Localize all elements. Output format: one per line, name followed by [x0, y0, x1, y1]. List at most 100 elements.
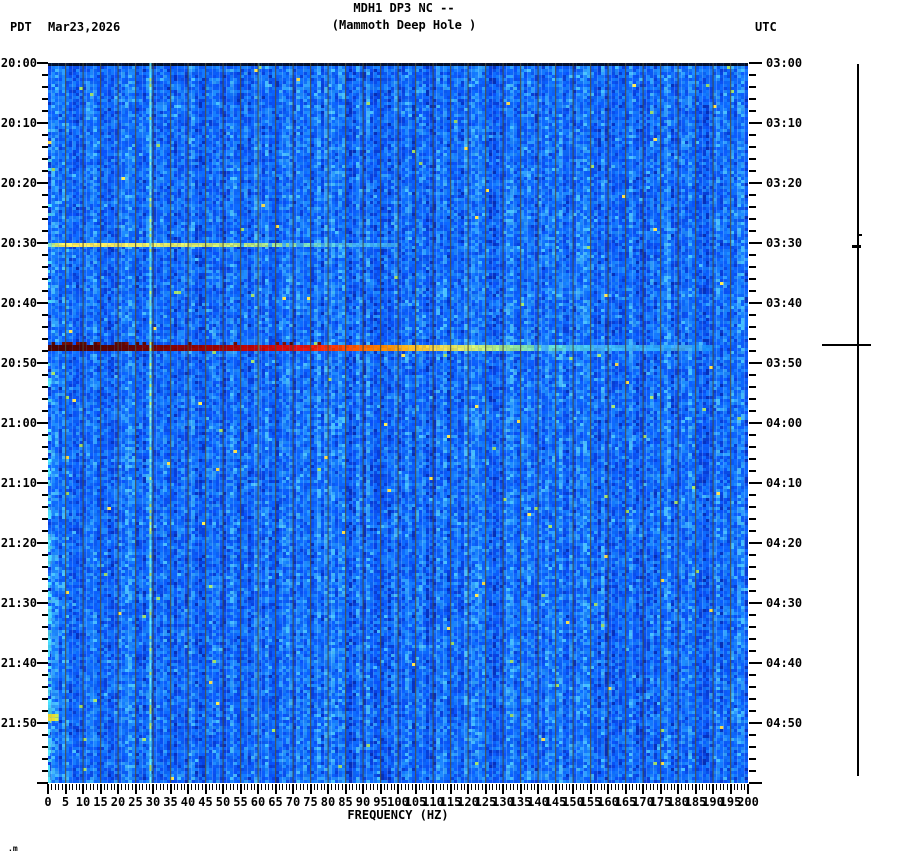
freq-label: 20 [110, 795, 126, 809]
freq-tick [719, 784, 721, 790]
freq-tick [674, 784, 675, 790]
freq-tick [453, 784, 455, 790]
freq-tick [107, 784, 108, 790]
time-tick-left [42, 590, 48, 592]
freq-tick [103, 784, 105, 790]
freq-tick [303, 784, 304, 790]
freq-tick [544, 784, 546, 790]
freq-tick [285, 784, 287, 790]
time-tick-left [42, 458, 48, 460]
freq-tick [394, 784, 395, 790]
time-tick-right [749, 314, 756, 316]
freq-tick [694, 784, 697, 794]
freq-tick [541, 784, 542, 790]
time-tick-left [37, 722, 48, 724]
freq-tick [61, 784, 63, 790]
time-label-right: 04:30 [766, 596, 803, 610]
freq-tick [649, 784, 651, 790]
freq-tick [257, 784, 259, 794]
freq-tick [404, 784, 406, 790]
freq-tick [145, 784, 147, 790]
time-tick-left [37, 302, 48, 304]
freq-tick [628, 784, 630, 790]
freq-label: 120 [457, 795, 479, 809]
freq-tick [639, 784, 640, 790]
freq-tick [110, 784, 112, 790]
time-tick-right [749, 554, 756, 556]
time-tick-right [749, 230, 756, 232]
freq-tick [478, 784, 479, 790]
freq-label: 135 [509, 795, 532, 809]
freq-tick [600, 784, 602, 790]
time-tick-left [42, 626, 48, 628]
time-tick-right [749, 158, 756, 160]
freq-tick [317, 784, 318, 790]
freq-tick [128, 784, 129, 790]
time-tick-left [42, 350, 48, 352]
freq-tick [341, 784, 343, 790]
time-tick-left [42, 758, 48, 760]
freq-tick [338, 784, 339, 790]
time-tick-left [42, 230, 48, 232]
freq-tick [320, 784, 322, 790]
freq-tick [163, 784, 164, 790]
freq-tick [390, 784, 392, 790]
freq-label: 70 [285, 795, 301, 809]
time-label-left: 21:50 [0, 716, 37, 730]
time-tick-right [749, 278, 756, 280]
time-tick-right [749, 398, 756, 400]
time-tick-left [37, 542, 48, 544]
time-tick-right [749, 770, 756, 772]
freq-label: 175 [649, 795, 672, 809]
time-tick-left [42, 98, 48, 100]
freq-tick [509, 784, 511, 790]
time-tick-left [42, 206, 48, 208]
freq-tick [264, 784, 266, 790]
freq-tick [513, 784, 514, 790]
time-tick-left [42, 146, 48, 148]
freq-label: 80 [320, 795, 336, 809]
freq-tick [548, 784, 549, 790]
freq-tick [446, 784, 448, 790]
time-tick-right [749, 146, 756, 148]
freq-tick [467, 784, 469, 794]
time-tick-left [42, 710, 48, 712]
time-tick-right [749, 218, 756, 220]
time-tick-left [42, 314, 48, 316]
freq-tick [366, 784, 367, 790]
time-tick-right [749, 110, 756, 112]
time-tick-left [42, 254, 48, 256]
time-tick-right [749, 302, 762, 304]
freq-tick [523, 784, 525, 790]
time-label-left: 21:10 [0, 476, 37, 490]
freq-tick [299, 784, 301, 790]
time-tick-right [749, 674, 756, 676]
freq-tick [58, 784, 59, 790]
freq-tick [537, 784, 539, 794]
time-label-right: 03:50 [766, 356, 803, 370]
freq-tick [75, 784, 77, 790]
freq-tick [551, 784, 553, 790]
freq-label: 25 [128, 795, 143, 809]
freq-tick [422, 784, 423, 790]
freq-label: 125 [474, 795, 497, 809]
freq-tick [744, 784, 745, 790]
time-label-right: 04:40 [766, 656, 803, 670]
freq-tick [117, 784, 119, 794]
freq-label: 185 [684, 795, 707, 809]
freq-tick [54, 784, 56, 790]
time-label-left: 20:10 [0, 116, 37, 130]
freq-tick [79, 784, 80, 790]
time-tick-left [42, 326, 48, 328]
freq-tick [212, 784, 213, 790]
freq-tick [495, 784, 497, 790]
time-tick-right [749, 182, 762, 184]
freq-tick [667, 784, 668, 790]
freq-tick [656, 784, 658, 790]
trace-mark [822, 344, 871, 346]
freq-tick [471, 784, 472, 790]
freq-tick [47, 784, 49, 794]
time-tick-right [749, 74, 756, 76]
freq-label: 0 [44, 795, 52, 809]
time-label-right: 03:00 [766, 56, 803, 70]
